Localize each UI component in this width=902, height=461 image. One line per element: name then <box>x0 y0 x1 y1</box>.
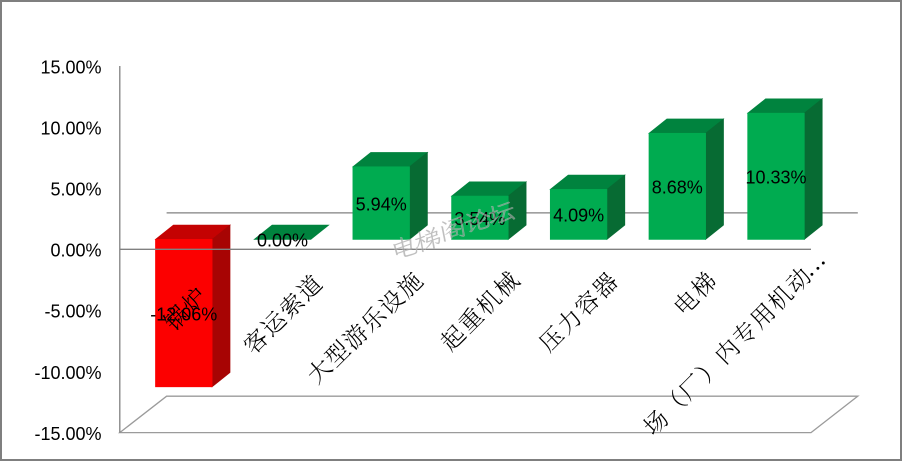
svg-text:10.00%: 10.00% <box>40 118 101 138</box>
svg-text:0.00%: 0.00% <box>50 241 101 261</box>
svg-text:5.00%: 5.00% <box>50 180 101 200</box>
svg-text:15.00%: 15.00% <box>40 57 101 77</box>
svg-text:-10.00%: -10.00% <box>34 363 101 383</box>
svg-text:0.00%: 0.00% <box>257 231 308 251</box>
svg-text:-5.00%: -5.00% <box>44 302 101 322</box>
svg-text:-12.06%: -12.06% <box>150 304 217 324</box>
svg-text:5.94%: 5.94% <box>356 194 407 214</box>
svg-text:10.33%: 10.33% <box>745 168 806 188</box>
svg-text:8.68%: 8.68% <box>652 178 703 198</box>
svg-text:4.09%: 4.09% <box>553 206 604 226</box>
svg-text:-15.00%: -15.00% <box>34 424 101 444</box>
